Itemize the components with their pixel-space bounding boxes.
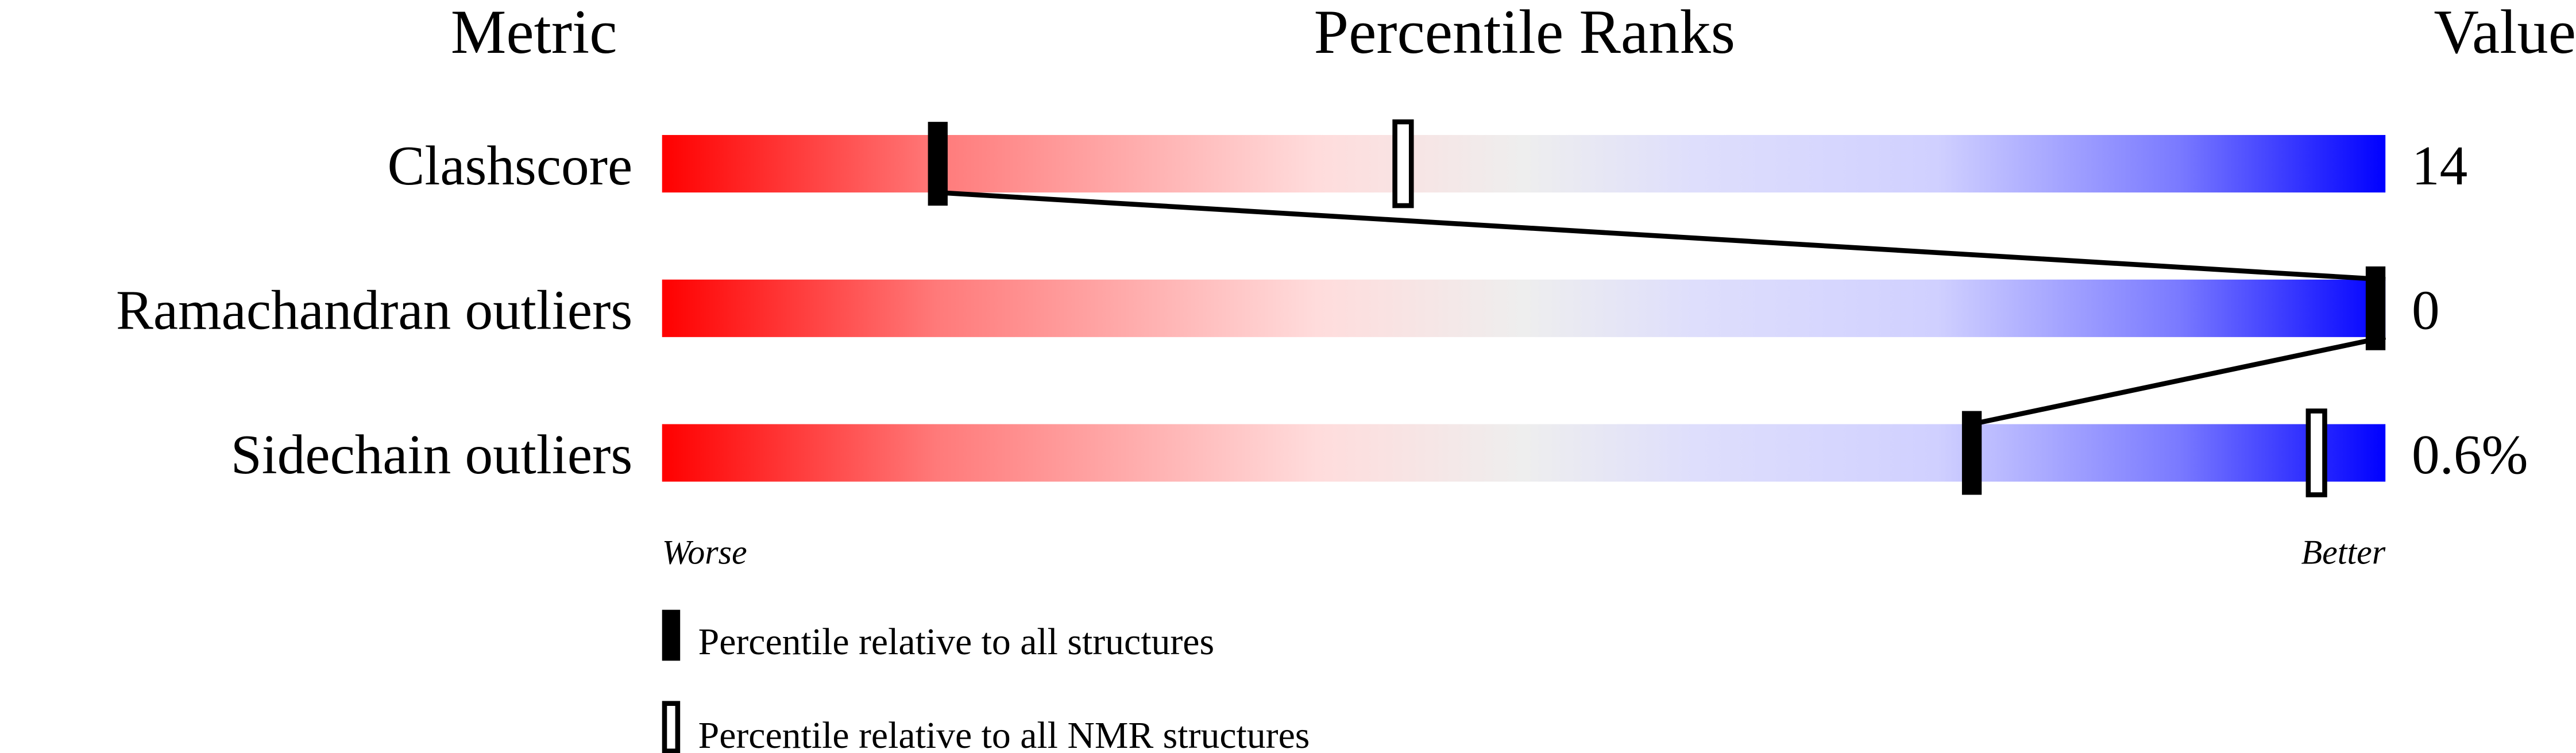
metric-value: 14 [2412,135,2467,197]
marker-all [2365,266,2386,350]
percentile-bar [662,279,2386,337]
metric-label: Ramachandran outliers [116,280,632,342]
connector-line [1971,334,2386,427]
legend-nmr-label: Percentile relative to all NMR structure… [698,715,1310,753]
header-metric: Metric [451,0,617,67]
legend-all-label: Percentile relative to all structures [698,621,1214,663]
metric-label: Clashscore [388,135,633,197]
worse-label: Worse [662,533,747,571]
marker-all [928,122,948,206]
header-value: Value [2434,0,2576,67]
percentile-bar [662,135,2386,193]
metric-label: Sidechain outliers [231,424,633,486]
metric-value: 0 [2412,280,2440,342]
marker-nmr [2305,408,2327,497]
marker-all [1961,411,1982,495]
legend-all-marker [662,609,681,661]
marker-nmr [1392,119,1414,208]
percentile-bar [662,424,2386,482]
legend-nmr-marker [662,701,681,753]
metric-value: 0.6% [2412,424,2528,486]
header-percentile-ranks: Percentile Ranks [1314,0,1735,67]
connector-line [937,190,2386,283]
better-label: Better [2301,533,2385,571]
